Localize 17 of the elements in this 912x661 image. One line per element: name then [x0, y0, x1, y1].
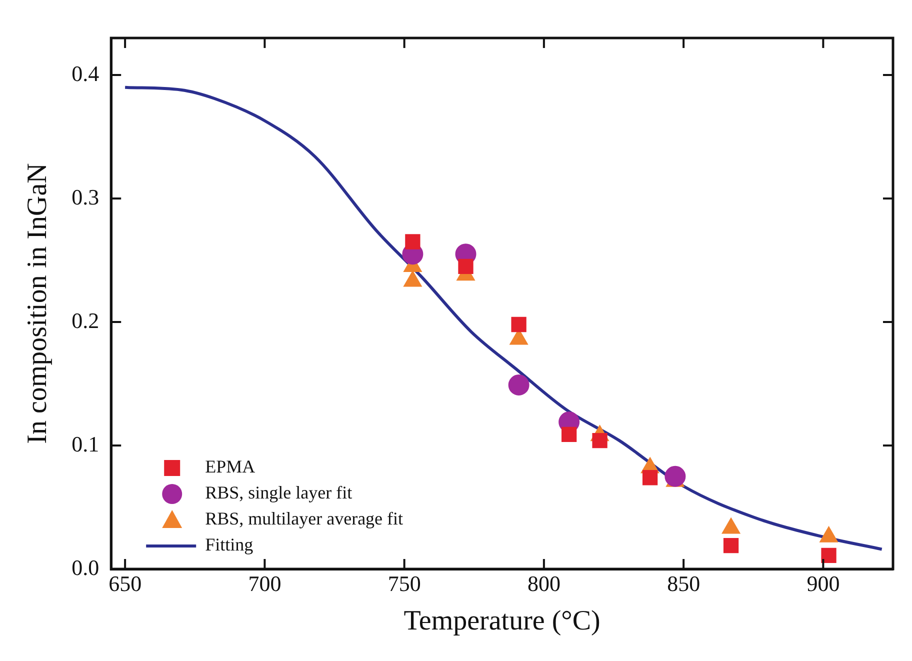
- y-tick-label: 0.2: [72, 308, 100, 333]
- x-tick-label: 750: [388, 570, 421, 596]
- x-tick-label: 650: [108, 570, 142, 596]
- y-tick-label: 0.4: [72, 60, 100, 86]
- x-tick-label: 900: [806, 570, 840, 596]
- legend-label: RBS, multilayer average fit: [205, 508, 404, 529]
- y-tick-label: 0.0: [72, 554, 100, 580]
- x-tick-label: 850: [667, 570, 700, 596]
- y-axis-title: In composition in InGaN: [22, 163, 54, 444]
- x-tick-label: 800: [527, 570, 560, 596]
- y-tick-label: 0.3: [72, 184, 100, 210]
- legend-label: RBS, single layer fit: [205, 482, 352, 503]
- legend-label: Fitting: [205, 534, 254, 555]
- y-tick-label: 0.1: [72, 431, 100, 456]
- x-tick-label: 700: [248, 570, 282, 596]
- legend-label: EPMA: [205, 456, 256, 477]
- x-axis-title: Temperature (°C): [404, 606, 600, 637]
